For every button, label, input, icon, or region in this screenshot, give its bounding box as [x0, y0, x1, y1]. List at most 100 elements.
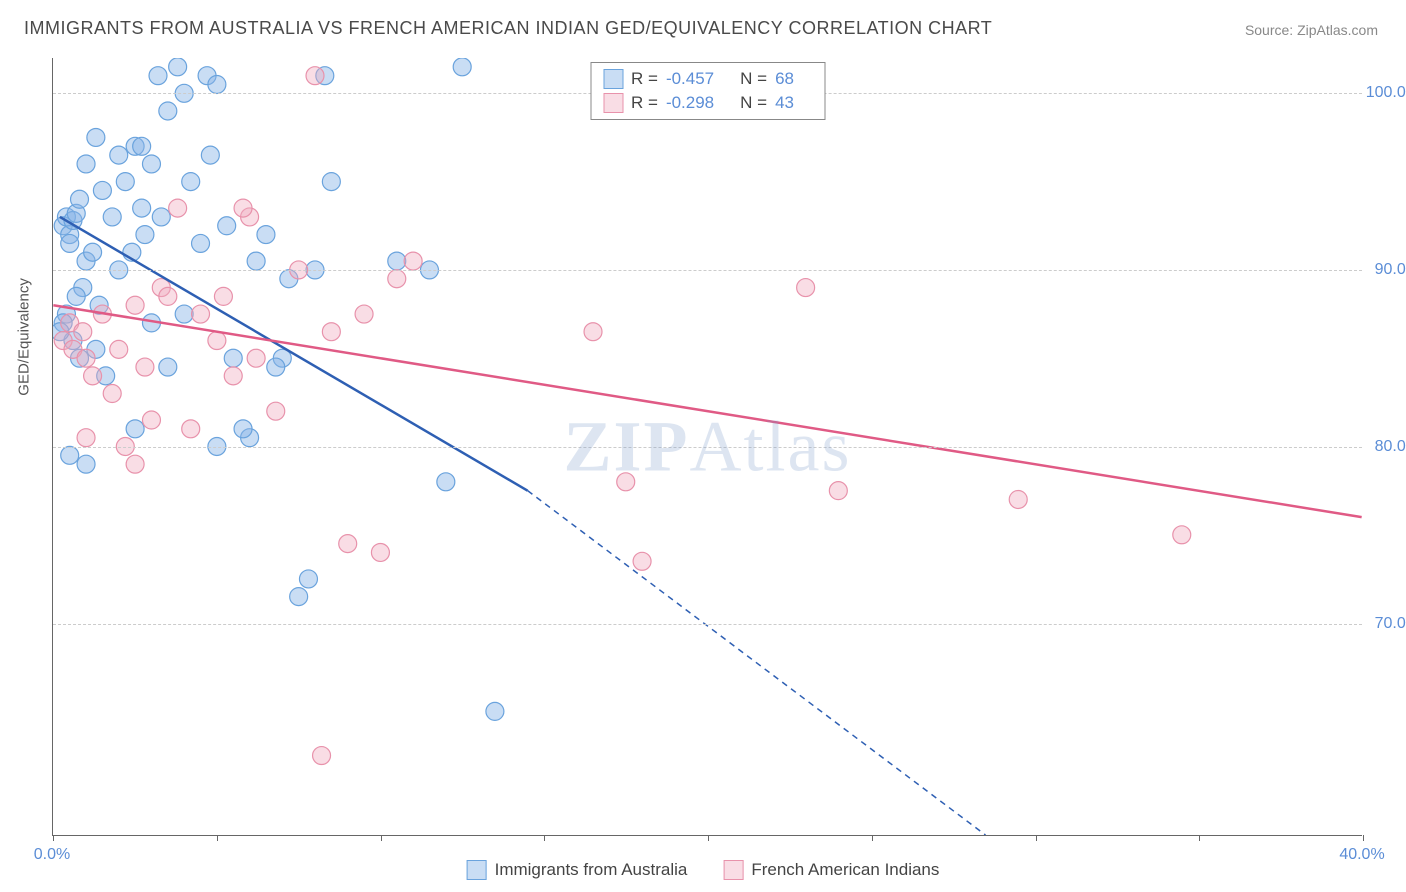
x-tick	[544, 835, 545, 841]
source-attribution: Source: ZipAtlas.com	[1245, 22, 1378, 38]
data-point-french_ai	[208, 332, 226, 350]
data-point-australia	[123, 243, 141, 261]
grid-line	[53, 447, 1362, 448]
r-label: R =	[631, 69, 658, 89]
data-point-french_ai	[241, 208, 259, 226]
data-point-french_ai	[214, 287, 232, 305]
data-point-australia	[149, 67, 167, 85]
data-point-french_ai	[247, 349, 265, 367]
plot-area: ZIPAtlas R = -0.457 N = 68 R = -0.298 N …	[52, 58, 1362, 836]
r-label: R =	[631, 93, 658, 113]
data-point-australia	[290, 588, 308, 606]
data-point-australia	[126, 137, 144, 155]
data-point-french_ai	[110, 340, 128, 358]
legend-label: French American Indians	[751, 860, 939, 880]
legend-swatch	[723, 860, 743, 880]
data-point-australia	[136, 226, 154, 244]
legend-swatch	[603, 93, 623, 113]
data-point-australia	[175, 305, 193, 323]
data-point-french_ai	[126, 296, 144, 314]
data-point-french_ai	[339, 535, 357, 553]
data-point-french_ai	[313, 747, 331, 765]
r-value: -0.298	[666, 93, 714, 113]
x-tick	[53, 835, 54, 841]
data-point-australia	[54, 217, 72, 235]
x-tick-label: 40.0%	[1339, 846, 1384, 864]
data-point-french_ai	[169, 199, 187, 217]
data-point-french_ai	[159, 287, 177, 305]
data-point-australia	[159, 102, 177, 120]
n-value: 68	[775, 69, 794, 89]
grid-line	[53, 624, 1362, 625]
data-point-australia	[218, 217, 236, 235]
data-point-french_ai	[388, 270, 406, 288]
data-point-french_ai	[1173, 526, 1191, 544]
data-point-australia	[437, 473, 455, 491]
data-point-australia	[201, 146, 219, 164]
y-axis-label: GED/Equivalency	[16, 278, 33, 396]
legend-item: French American Indians	[723, 860, 939, 880]
x-tick	[1199, 835, 1200, 841]
data-point-australia	[208, 76, 226, 94]
data-point-australia	[53, 323, 69, 341]
data-point-australia	[61, 226, 79, 244]
data-point-australia	[388, 252, 406, 270]
legend-item: Immigrants from Australia	[467, 860, 688, 880]
legend-swatch	[467, 860, 487, 880]
r-value: -0.457	[666, 69, 714, 89]
data-point-french_ai	[829, 482, 847, 500]
data-point-australia	[74, 279, 92, 297]
data-point-french_ai	[93, 305, 111, 323]
data-point-australia	[61, 234, 79, 252]
data-point-french_ai	[126, 455, 144, 473]
data-point-french_ai	[182, 420, 200, 438]
data-point-australia	[142, 314, 160, 332]
data-point-australia	[64, 332, 82, 350]
data-point-australia	[64, 211, 82, 229]
x-tick	[381, 835, 382, 841]
data-point-french_ai	[224, 367, 242, 385]
data-point-australia	[90, 296, 108, 314]
data-point-french_ai	[322, 323, 340, 341]
grid-line	[53, 270, 1362, 271]
data-point-french_ai	[267, 402, 285, 420]
data-point-australia	[192, 234, 210, 252]
data-point-australia	[142, 155, 160, 173]
data-point-australia	[198, 67, 216, 85]
data-point-australia	[299, 570, 317, 588]
data-point-australia	[71, 349, 89, 367]
data-point-australia	[280, 270, 298, 288]
data-point-french_ai	[355, 305, 373, 323]
data-point-french_ai	[192, 305, 210, 323]
data-point-french_ai	[74, 323, 92, 341]
trend-line-australia	[60, 217, 528, 491]
data-point-french_ai	[64, 340, 82, 358]
x-tick	[872, 835, 873, 841]
data-point-australia	[71, 190, 89, 208]
data-point-french_ai	[1009, 490, 1027, 508]
data-point-australia	[133, 137, 151, 155]
data-point-australia	[77, 155, 95, 173]
legend-stat-row: R = -0.298 N = 43	[603, 91, 812, 115]
trend-line-extrap-australia	[528, 491, 986, 835]
data-point-australia	[61, 446, 79, 464]
data-point-french_ai	[77, 429, 95, 447]
data-point-french_ai	[404, 252, 422, 270]
data-point-australia	[224, 349, 242, 367]
data-point-french_ai	[77, 349, 95, 367]
data-point-australia	[77, 455, 95, 473]
data-point-australia	[54, 314, 72, 332]
data-point-french_ai	[84, 367, 102, 385]
data-point-french_ai	[584, 323, 602, 341]
data-point-australia	[182, 173, 200, 191]
data-point-australia	[67, 287, 85, 305]
y-tick-label: 80.0%	[1375, 438, 1406, 456]
data-point-french_ai	[136, 358, 154, 376]
data-point-australia	[322, 173, 340, 191]
data-point-australia	[87, 128, 105, 146]
legend-swatch	[603, 69, 623, 89]
x-tick	[1363, 835, 1364, 841]
n-label: N =	[740, 69, 767, 89]
data-point-australia	[453, 58, 471, 76]
data-point-australia	[169, 58, 187, 76]
